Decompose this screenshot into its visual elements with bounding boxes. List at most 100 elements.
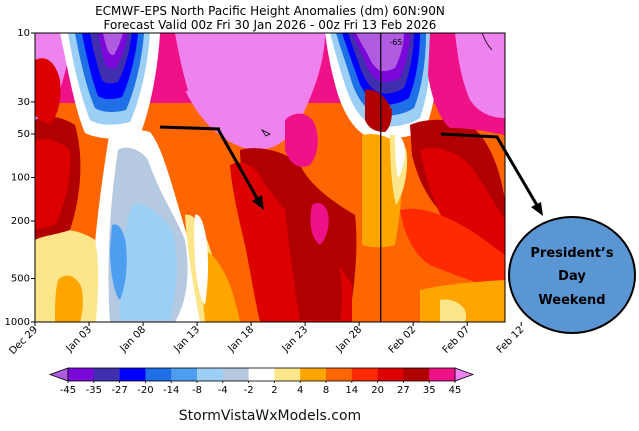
colorbar-label: -27 — [111, 385, 127, 396]
colorbar-label: -20 — [137, 385, 153, 396]
colorbar-label: -45 — [60, 385, 76, 396]
colorbar-segment — [222, 368, 249, 381]
y-tick-label: 200 — [11, 216, 30, 227]
colorbar-segment — [274, 368, 301, 381]
band-orange-leftlow — [55, 275, 83, 322]
x-tick-label: Dec 29 — [7, 324, 40, 357]
x-tick-feb02: Feb 02 — [387, 322, 419, 356]
x-tick-label: Jan 08 — [118, 324, 149, 355]
band-red-core-mid — [285, 208, 342, 320]
colorbar-segment — [403, 368, 430, 381]
x-axis: Dec 29 Jan 03 Jan 08 Jan 13 Jan 18 Jan 2… — [7, 322, 526, 357]
x-tick-jan08: Jan 08 — [118, 322, 149, 355]
band-yellow-right-low — [440, 299, 467, 322]
y-tick-label: 50 — [17, 129, 30, 140]
colorbar-segment — [326, 368, 353, 381]
x-tick-label: Jan 03 — [64, 324, 95, 355]
colorbar-label: -35 — [86, 385, 102, 396]
presidents-day-callout: President’s Day Weekend — [508, 216, 636, 334]
chart-title: ECMWF-EPS North Pacific Height Anomalies… — [95, 4, 445, 18]
colorbar-segment — [145, 368, 172, 381]
band-red-right-low — [400, 208, 505, 290]
annotation-arrow-right — [440, 132, 543, 216]
x-tick-label: Jan 13 — [172, 324, 203, 355]
x-tick-label: Feb 07 — [441, 324, 473, 356]
callout-line3: Weekend — [538, 293, 605, 308]
band-magenta-mid2 — [310, 202, 329, 245]
colorbar-segment — [171, 368, 198, 381]
y-tick-label: 500 — [11, 274, 30, 285]
y-tick-30: 30 — [17, 97, 35, 108]
colorbar-label: -14 — [163, 385, 179, 396]
band-orange-midlow — [200, 249, 240, 322]
band-red-strat-left — [35, 58, 61, 125]
colorbar-segment — [197, 368, 224, 381]
colorbar-label: 45 — [449, 385, 462, 396]
x-tick-label: Jan 23 — [280, 324, 311, 355]
band-lilac-top-left — [103, 33, 123, 55]
band-white-right — [395, 134, 405, 178]
colorbar-segment — [68, 368, 95, 381]
band-deepred-right — [420, 148, 505, 260]
band-darkred-left2 — [35, 139, 71, 230]
x-tick-feb12: Feb 12 — [495, 322, 527, 356]
x-tick-jan13: Jan 13 — [172, 322, 203, 355]
y-tick-1000: 1000 — [5, 317, 35, 328]
chart-subtitle: Forecast Valid 00z Fri 30 Jan 2026 - 00z… — [104, 18, 437, 32]
colorbar-label: 8 — [323, 385, 329, 396]
band-blue-left — [110, 224, 127, 300]
x-tick-label: Feb 12 — [495, 324, 527, 356]
colorbar-segment — [300, 368, 327, 381]
x-tick-label: Feb 02 — [387, 324, 419, 356]
band-lightblue-left — [119, 203, 178, 320]
x-tick-feb07: Feb 07 — [441, 322, 473, 356]
colorbar-label: 4 — [297, 385, 303, 396]
band-darkred-strat-right — [365, 89, 392, 132]
colorbar-label: 35 — [423, 385, 436, 396]
contour-label-65: 65 — [507, 58, 517, 67]
contour-line-65 — [481, 33, 493, 51]
colorbar-segment — [119, 368, 146, 381]
colorbar-over-triangle — [454, 367, 475, 382]
contour-label-neg65: -65 — [389, 38, 402, 47]
annotation-arrow-left — [159, 125, 264, 210]
y-tick-label: 1000 — [5, 317, 30, 328]
callout-line2: Day — [558, 269, 586, 284]
band-magenta-mid — [285, 113, 318, 167]
band-white-mid — [194, 214, 209, 305]
y-tick-200: 200 — [11, 216, 35, 227]
y-axis: 10 30 50 100 200 500 1000 — [5, 28, 35, 328]
colorbar-segment — [93, 368, 120, 381]
colorbar-segment — [351, 368, 378, 381]
x-tick-label: Jan 18 — [226, 324, 257, 355]
colorbar: -45 -35 -27 -20 -14 -8 -4 -2 2 4 8 14 20 27 35 45 — [48, 367, 475, 396]
credit-text: StormVistaWxModels.com — [179, 408, 361, 424]
colorbar-label: -2 — [244, 385, 254, 396]
colorbar-segment — [248, 368, 275, 381]
colorbar-label: 27 — [397, 385, 410, 396]
y-tick-label: 10 — [17, 28, 30, 39]
x-tick-jan18: Jan 18 — [226, 322, 257, 355]
colorbar-segment — [377, 368, 404, 381]
colorbar-frame — [67, 367, 456, 382]
y-tick-label: 100 — [11, 173, 30, 184]
y-tick-50: 50 — [17, 129, 35, 140]
anomaly-field: -65 65 — [35, 33, 517, 322]
colorbar-label: -8 — [192, 385, 202, 396]
callout-line1: President’s — [530, 246, 613, 261]
y-tick-100: 100 — [11, 173, 35, 184]
anomaly-shading — [35, 33, 505, 322]
callout-bubble — [508, 216, 636, 334]
colorbar-label: 14 — [345, 385, 358, 396]
band-magenta-jan13 — [160, 33, 188, 93]
x-tick-label: Jan 28 — [334, 324, 365, 355]
colorbar-segment — [429, 368, 456, 381]
x-tick-jan03: Jan 03 — [64, 322, 95, 355]
y-tick-500: 500 — [11, 274, 35, 285]
x-tick-jan23: Jan 23 — [280, 322, 311, 355]
y-tick-10: 10 — [17, 28, 35, 39]
contour-small-marker — [260, 128, 271, 137]
band-violet-top-right — [455, 33, 505, 118]
band-lilac-top-right — [356, 33, 404, 72]
